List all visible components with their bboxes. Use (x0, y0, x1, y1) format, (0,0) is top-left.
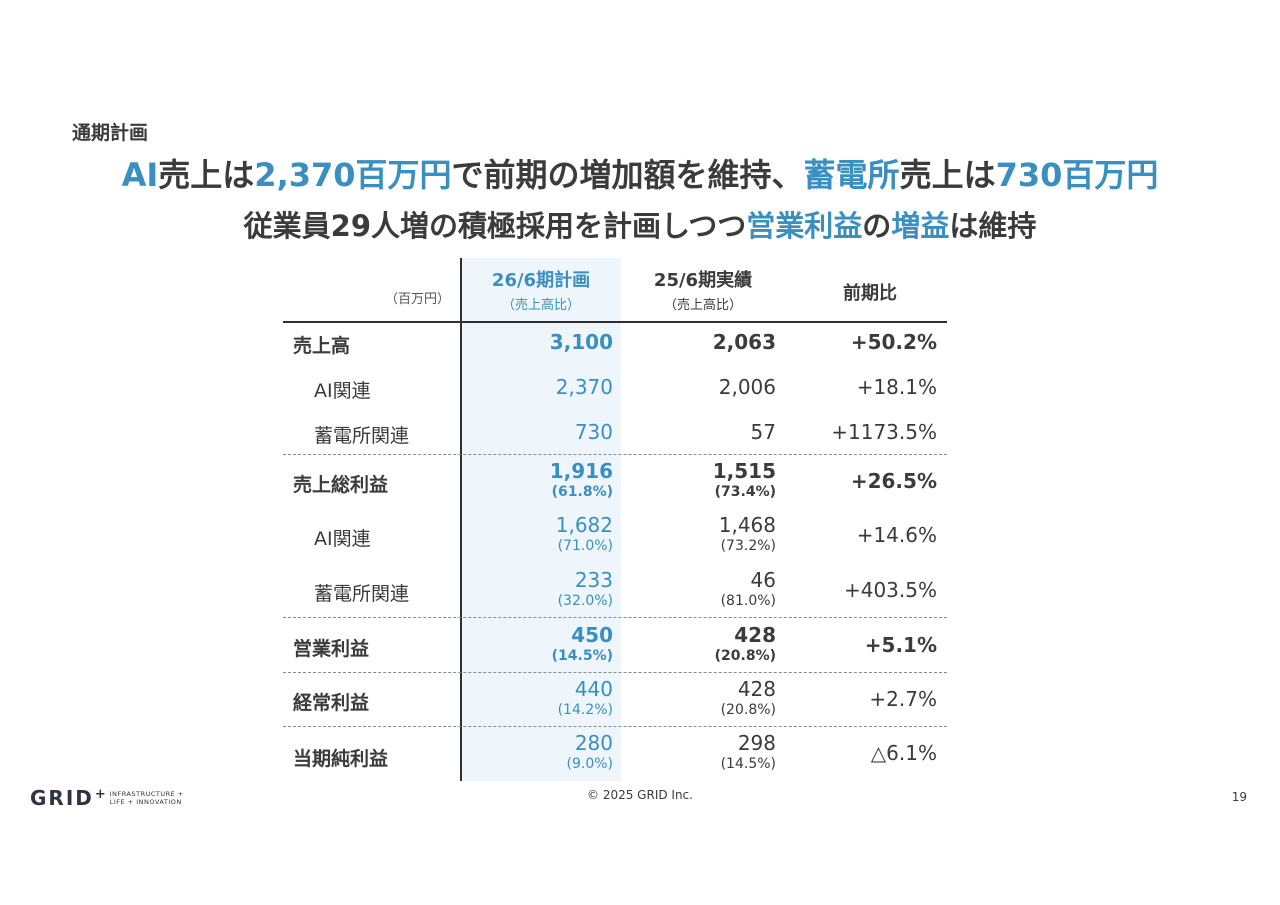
grid-logo: GRID + INFRASTRUCTURE + LIFE + INNOVATIO… (30, 786, 184, 810)
row-label: AI関連 (314, 528, 371, 550)
headline-storage-amount: 730百万円 (995, 156, 1159, 194)
logo-tagline-1: INFRASTRUCTURE + (109, 790, 184, 798)
yoy-value: +50.2% (850, 330, 937, 354)
row-label: 当期純利益 (293, 748, 389, 770)
headline-profit-increase: 増益 (891, 209, 950, 243)
yoy-value: +2.7% (869, 687, 937, 711)
row-label: 売上総利益 (293, 474, 389, 496)
plan-value: 233 (574, 568, 613, 592)
headline-text: 売上は (899, 156, 996, 194)
plan-value: 1,916 (549, 459, 613, 483)
yoy-value: +18.1% (856, 375, 937, 399)
column-header-prev: 25/6期実績 （売上高比） (628, 266, 778, 313)
row-label: 蓄電所関連 (314, 425, 410, 447)
prev-cell: 298 (14.5%) (636, 732, 776, 774)
headline-operating-profit: 営業利益 (746, 209, 863, 243)
prev-value: 428 (734, 623, 776, 647)
page-number: 19 (1231, 790, 1247, 804)
headline-line-2: 従業員29人増の積極採用を計画しつつ営業利益の増益は維持 (0, 203, 1280, 245)
logo-wordmark: GRID (30, 786, 94, 810)
plan-value: 1,682 (555, 513, 613, 537)
plan-ratio: (14.5%) (551, 648, 613, 664)
plan-value: 440 (574, 677, 613, 701)
column-title: 前期比 (843, 283, 897, 304)
prev-cell: 428 (20.8%) (636, 678, 776, 720)
prev-ratio: (20.8%) (720, 702, 776, 718)
headline-ai-amount: 2,370百万円 (254, 156, 452, 194)
plan-cell: 440 (14.2%) (473, 678, 613, 720)
row-label: 経常利益 (293, 692, 370, 714)
headline-ai: AI (121, 156, 159, 194)
headline-text: は維持 (949, 209, 1037, 243)
yoy-value: +1173.5% (831, 420, 937, 444)
yoy-value: +403.5% (843, 578, 937, 602)
prev-value: 298 (737, 731, 776, 755)
plan-value: 2,370 (555, 375, 613, 399)
plan-value: 3,100 (549, 330, 613, 354)
prev-cell: 1,468 (73.2%) (636, 514, 776, 556)
prev-value: 2,006 (718, 375, 776, 399)
headline-text: 従業員29人増の積極採用を計画しつつ (243, 209, 747, 243)
plan-value: 730 (574, 420, 613, 444)
prev-value: 57 (750, 420, 776, 444)
yoy-value: +14.6% (856, 523, 937, 547)
yoy-value: +26.5% (850, 469, 937, 493)
row-divider (283, 617, 947, 618)
prev-ratio: (73.4%) (714, 484, 776, 500)
plan-cell: 450 (14.5%) (473, 624, 613, 666)
plan-column-highlight (461, 258, 621, 781)
prev-ratio: (73.2%) (720, 538, 776, 554)
row-divider (283, 672, 947, 673)
plan-ratio: (9.0%) (566, 756, 614, 772)
column-title: 25/6期実績 (653, 270, 753, 291)
section-label: 通期計画 (72, 122, 149, 144)
prev-value: 428 (737, 677, 776, 701)
row-label: AI関連 (314, 380, 371, 402)
prev-ratio: (20.8%) (714, 648, 776, 664)
row-divider (283, 726, 947, 727)
logo-tagline-2: LIFE + INNOVATION (109, 798, 182, 806)
plan-ratio: (71.0%) (557, 538, 613, 554)
column-title: 26/6期計画 (491, 270, 591, 291)
logo-tagline: INFRASTRUCTURE + LIFE + INNOVATION (110, 790, 184, 806)
row-divider (283, 454, 947, 455)
headline-storage: 蓄電所 (803, 156, 900, 194)
prev-cell: 46 (81.0%) (636, 569, 776, 611)
headline-text: の (862, 209, 892, 243)
headline-text: 売上は (158, 156, 255, 194)
plan-cell: 1,682 (71.0%) (473, 514, 613, 556)
yoy-value: △6.1% (870, 741, 937, 765)
plan-value: 450 (571, 623, 613, 647)
plan-ratio: (32.0%) (557, 593, 613, 609)
prev-cell: 1,515 (73.4%) (636, 460, 776, 502)
column-subtitle: （売上高比） (663, 298, 742, 313)
prev-value: 2,063 (712, 330, 776, 354)
headline-line-1: AI売上は2,370百万円で前期の増加額を維持、蓄電所売上は730百万円 (0, 150, 1280, 196)
row-label: 営業利益 (293, 638, 370, 660)
column-subtitle: （売上高比） (501, 298, 580, 313)
plan-ratio: (61.8%) (551, 484, 613, 500)
unit-label: （百万円） (385, 292, 451, 307)
yoy-value: +5.1% (864, 633, 937, 657)
prev-cell: 428 (20.8%) (636, 624, 776, 666)
prev-ratio: (81.0%) (720, 593, 776, 609)
table-vertical-divider (460, 258, 462, 781)
plan-cell: 233 (32.0%) (473, 569, 613, 611)
column-header-yoy: 前期比 (795, 279, 945, 305)
copyright: © 2025 GRID Inc. (587, 788, 693, 802)
plan-ratio: (14.2%) (557, 702, 613, 718)
row-label: 売上高 (293, 335, 351, 357)
logo-plus: + (94, 786, 106, 802)
plan-value: 280 (574, 731, 613, 755)
row-label: 蓄電所関連 (314, 583, 410, 605)
prev-value: 46 (750, 568, 776, 592)
plan-cell: 1,916 (61.8%) (473, 460, 613, 502)
plan-cell: 280 (9.0%) (473, 731, 614, 774)
prev-value: 1,515 (712, 459, 776, 483)
table-header-divider (283, 321, 947, 323)
prev-value: 1,468 (718, 513, 776, 537)
prev-ratio: (14.5%) (720, 756, 776, 772)
headline-text: で前期の増加額を維持、 (451, 156, 804, 194)
column-header-plan: 26/6期計画 （売上高比） (466, 266, 616, 313)
